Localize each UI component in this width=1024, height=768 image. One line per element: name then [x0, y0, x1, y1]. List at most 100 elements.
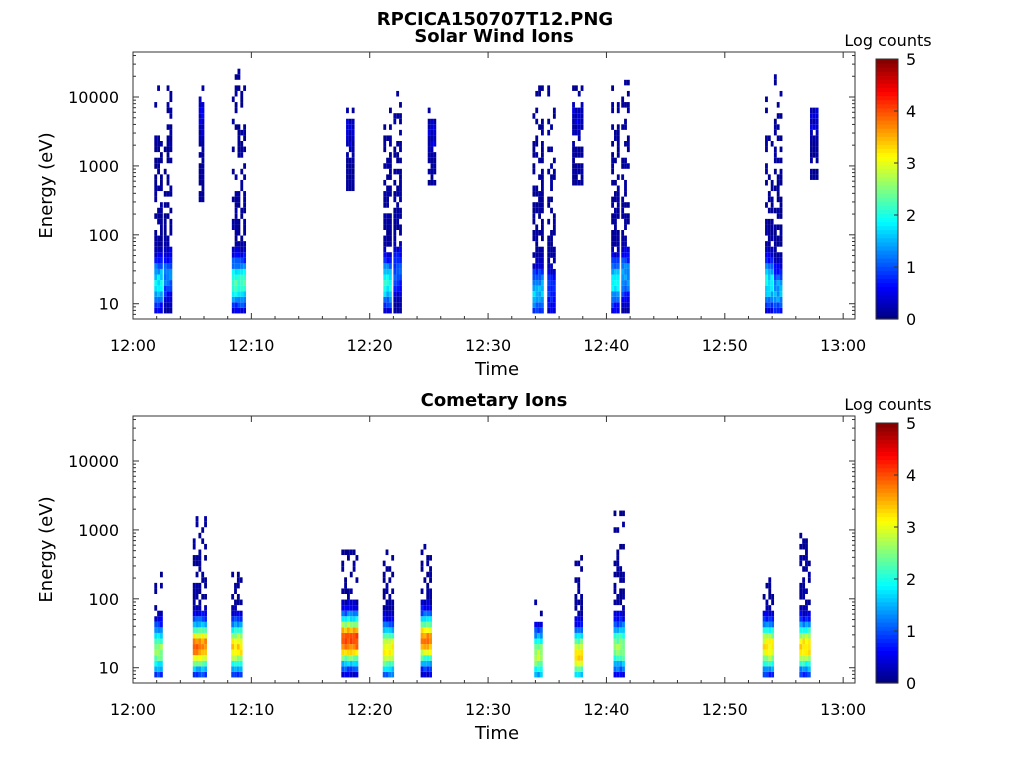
heatmap-cell	[776, 257, 780, 264]
heatmap-cell	[231, 666, 235, 672]
heatmap-cell	[776, 307, 780, 314]
heatmap-cell	[768, 594, 772, 600]
heatmap-cell	[198, 113, 202, 119]
heatmap-cell	[547, 302, 551, 308]
heatmap-cell	[234, 230, 238, 236]
heatmap-cell	[426, 555, 430, 561]
heatmap-cell	[236, 616, 240, 622]
colorbar-segment	[876, 103, 898, 109]
heatmap-cell	[768, 582, 772, 589]
heatmap-cell	[611, 163, 615, 169]
heatmap-cell	[433, 118, 437, 125]
heatmap-cell	[767, 307, 771, 314]
heatmap-cell	[538, 85, 541, 91]
heatmap-cell	[195, 571, 199, 578]
heatmap-cell	[622, 621, 625, 628]
colorbar-segment	[876, 626, 898, 631]
colorbar-segment	[876, 471, 898, 477]
heatmap-cell	[613, 571, 617, 578]
colorbar-segment	[876, 136, 898, 141]
heatmap-cell	[535, 191, 539, 197]
heatmap-cell	[807, 660, 811, 667]
colorbar-segment	[876, 593, 898, 599]
heatmap-cell	[611, 268, 615, 275]
heatmap-cell	[611, 85, 615, 91]
heatmap-cell	[420, 671, 424, 678]
heatmap-cell	[429, 610, 432, 617]
heatmap-cell	[621, 174, 625, 180]
heatmap-cell	[614, 274, 617, 281]
heatmap-cell	[799, 588, 803, 594]
heatmap-cell	[540, 141, 544, 147]
heatmap-cell	[341, 660, 345, 667]
colorbar-segment	[876, 87, 898, 93]
heatmap-cell	[399, 141, 402, 147]
colorbar-segment	[876, 488, 898, 493]
heatmap-cell	[805, 616, 808, 622]
heatmap-cells	[154, 68, 819, 314]
heatmap-cell	[420, 599, 424, 606]
heatmap-cell	[427, 179, 431, 186]
colorbar-tick-label: 0	[906, 310, 916, 329]
heatmap-cell	[770, 263, 774, 269]
heatmap-cell	[192, 599, 196, 606]
heatmap-cell	[765, 671, 769, 678]
heatmap-cell	[341, 599, 345, 606]
heatmap-cell	[420, 549, 424, 556]
heatmap-cell	[552, 291, 556, 297]
heatmap-cell	[619, 621, 623, 628]
heatmap-cell	[198, 179, 202, 186]
heatmap-cell	[234, 621, 237, 628]
heatmap-cell	[622, 605, 625, 611]
heatmap-cell	[532, 202, 536, 208]
heatmap-cell	[396, 224, 400, 230]
heatmap-cell	[349, 621, 353, 628]
heatmap-cell	[396, 185, 400, 192]
heatmap-cell	[383, 179, 387, 186]
heatmap-cell	[538, 213, 541, 219]
heatmap-cell	[385, 644, 389, 650]
heatmap-cell	[236, 632, 240, 639]
heatmap-cell	[771, 616, 775, 622]
heatmap-cell	[346, 163, 349, 169]
heatmap-cell	[240, 207, 244, 214]
heatmap-cell	[423, 655, 427, 661]
heatmap-cell	[614, 230, 617, 236]
heatmap-cell	[574, 627, 578, 633]
heatmap-cell	[552, 274, 556, 281]
heatmap-cell	[239, 671, 243, 678]
heatmap-cell	[154, 605, 158, 611]
heatmap-cell	[169, 296, 173, 303]
heatmap-cell	[396, 291, 400, 297]
heatmap-cell	[154, 660, 158, 667]
heatmap-cell	[572, 141, 575, 147]
heatmap-cell	[616, 141, 620, 147]
heatmap-cell	[386, 230, 390, 236]
heatmap-cell	[577, 644, 581, 650]
heatmap-cell	[154, 644, 158, 650]
heatmap-cell	[574, 107, 578, 114]
heatmap-cell	[163, 168, 167, 175]
heatmap-cell	[231, 307, 235, 314]
heatmap-cell	[231, 224, 235, 230]
heatmap-cell	[154, 296, 158, 303]
heatmap-cell	[802, 594, 806, 600]
heatmap-cell	[611, 141, 615, 147]
colorbar-segment	[876, 107, 898, 113]
heatmap-cell	[198, 566, 202, 572]
plot-area	[133, 52, 855, 319]
heatmap-cell	[351, 185, 355, 192]
heatmap-cell	[385, 649, 389, 656]
heatmap-cell	[192, 621, 196, 628]
heatmap-cell	[616, 185, 620, 192]
heatmap-cell	[399, 196, 402, 203]
heatmap-cell	[580, 638, 584, 645]
heatmap-cell	[166, 135, 170, 141]
heatmap-cell	[166, 280, 170, 286]
heatmap-cell	[539, 632, 543, 639]
colorbar-segment	[876, 483, 898, 489]
heatmap-cell	[765, 307, 768, 314]
heatmap-cell	[535, 302, 539, 308]
heatmap-cell	[393, 246, 397, 253]
heatmap-cell	[776, 174, 780, 180]
